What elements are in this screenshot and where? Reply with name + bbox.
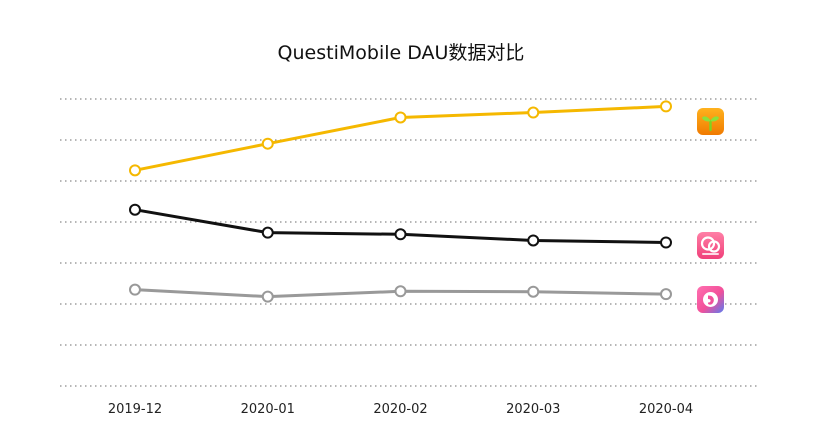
- data-point-app-pregnancy-4: [660, 288, 672, 301]
- chart-title: QuestiMobile DAU数据对比: [278, 42, 525, 64]
- x-tick-label: 2020-04: [639, 402, 693, 417]
- data-point-app-sprout-0: [129, 164, 141, 177]
- data-point-app-babytree-1: [261, 226, 274, 239]
- x-axis-tick-labels: 2019-12 2020-01 2020-02 2020-03 2020-04: [108, 402, 693, 417]
- pregnancy-app-icon: [697, 286, 724, 313]
- data-point-app-pregnancy-1: [261, 290, 274, 303]
- data-point-app-sprout-1: [261, 137, 274, 150]
- data-point-app-babytree-2: [394, 228, 407, 241]
- data-point-app-babytree-0: [129, 203, 141, 216]
- legend-icons: [697, 108, 724, 313]
- gridlines: [60, 98, 760, 387]
- x-tick-label: 2020-03: [506, 402, 560, 417]
- data-point-app-babytree-3: [527, 234, 540, 247]
- data-point-app-pregnancy-3: [527, 285, 540, 298]
- sprout-app-icon: [697, 108, 724, 135]
- series-points: [129, 100, 672, 303]
- babytree-app-icon: [697, 232, 724, 259]
- data-point-app-pregnancy-2: [394, 285, 407, 298]
- x-tick-label: 2020-02: [373, 402, 427, 417]
- x-tick-label: 2020-01: [241, 402, 295, 417]
- data-point-app-pregnancy-0: [129, 283, 141, 296]
- data-point-app-sprout-4: [660, 100, 672, 113]
- data-point-app-sprout-2: [394, 111, 407, 124]
- x-tick-label: 2019-12: [108, 402, 162, 417]
- series-lines: [133, 104, 668, 299]
- data-point-app-babytree-4: [660, 236, 672, 249]
- data-point-app-sprout-3: [527, 106, 540, 119]
